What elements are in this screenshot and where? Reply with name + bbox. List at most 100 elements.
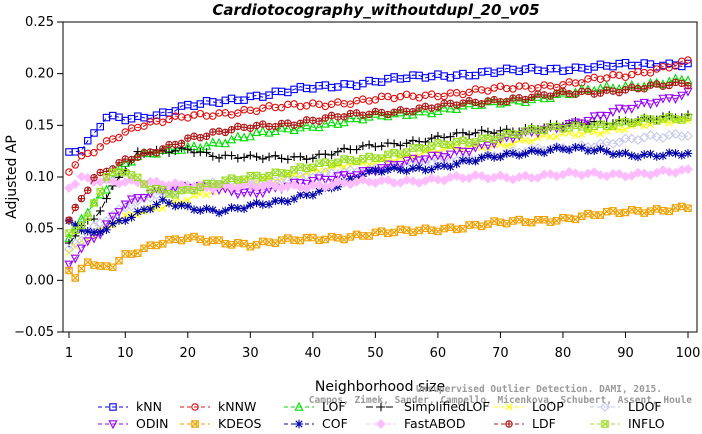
data-point [77,264,86,273]
data-point [171,201,180,211]
data-point [371,96,380,104]
data-point [505,403,513,411]
data-point [77,146,86,155]
data-point [109,263,117,272]
data-point [108,212,118,222]
data-point [465,71,473,80]
data-point [258,126,268,135]
legend-item-fastabod: FastABOD [366,416,466,431]
data-point [232,182,243,193]
legend-item-odin: ODIN [98,416,169,431]
data-point [484,134,492,142]
data-point [390,149,398,157]
data-point [527,84,536,93]
data-point [646,207,655,215]
x-axis: 1 10 20 30 40 50 60 70 80 90 100 [65,332,700,361]
data-point [408,164,418,173]
data-point [165,190,173,198]
data-point [403,226,411,234]
series-kdeos [65,202,692,282]
data-point [214,153,224,163]
data-point [377,141,386,151]
data-point [151,148,162,158]
legend-label: FastABOD [404,416,466,431]
data-point [321,150,330,159]
data-point [209,128,217,136]
data-point [295,179,305,189]
data-point [639,168,650,179]
data-point [358,167,368,177]
data-point [146,204,155,214]
data-point [565,124,573,132]
data-point [621,208,630,217]
data-point [621,148,630,158]
data-point [403,148,411,156]
data-point [376,419,386,429]
data-point [496,133,505,141]
legend-label: KDEOS [218,416,262,431]
data-point [376,402,386,412]
data-point [90,174,98,181]
data-point [71,226,80,235]
data-point [190,232,198,241]
data-point [615,126,623,134]
data-point [159,240,167,248]
data-point [628,122,636,130]
data-point [671,204,680,212]
data-point [502,149,511,158]
x-tick-label: 10 [117,346,134,361]
data-point [671,115,680,123]
data-point [589,112,599,122]
data-point [496,140,505,148]
data-point [452,104,462,114]
data-point [258,154,268,164]
data-point [415,144,423,152]
data-point [346,233,354,241]
data-point [521,149,530,158]
data-point [358,141,368,151]
data-point [490,136,498,144]
data-point [159,185,167,194]
data-point [534,90,542,98]
data-point [590,122,598,130]
data-point [271,196,280,206]
data-point [102,194,111,203]
x-tick-label: 30 [242,346,259,361]
data-point [271,239,279,247]
data-point [595,170,606,180]
data-point [96,227,105,237]
data-point [426,173,437,184]
data-point [666,82,673,89]
data-point [553,122,561,131]
data-point [190,133,198,140]
data-point [96,143,105,151]
data-point [502,125,511,134]
data-point [196,183,204,191]
data-point [571,121,580,129]
data-point [640,150,649,159]
data-point [433,162,443,171]
data-point [464,147,474,157]
data-point [227,241,236,249]
data-point [339,144,349,153]
data-point [471,138,480,146]
data-point [90,199,98,207]
data-point [191,403,199,411]
data-point [634,85,642,92]
data-point [540,91,548,99]
data-point [626,133,637,144]
data-point [489,153,499,162]
data-point [427,72,436,81]
data-point [433,151,443,161]
data-point [284,234,292,242]
data-point [383,165,393,174]
data-point [521,127,530,135]
data-point [390,228,398,237]
data-point [309,233,317,242]
data-point [234,239,242,247]
data-point [633,152,643,162]
data-point [396,165,405,175]
y-tick-label: 0.00 [25,273,54,288]
data-point [70,254,80,264]
